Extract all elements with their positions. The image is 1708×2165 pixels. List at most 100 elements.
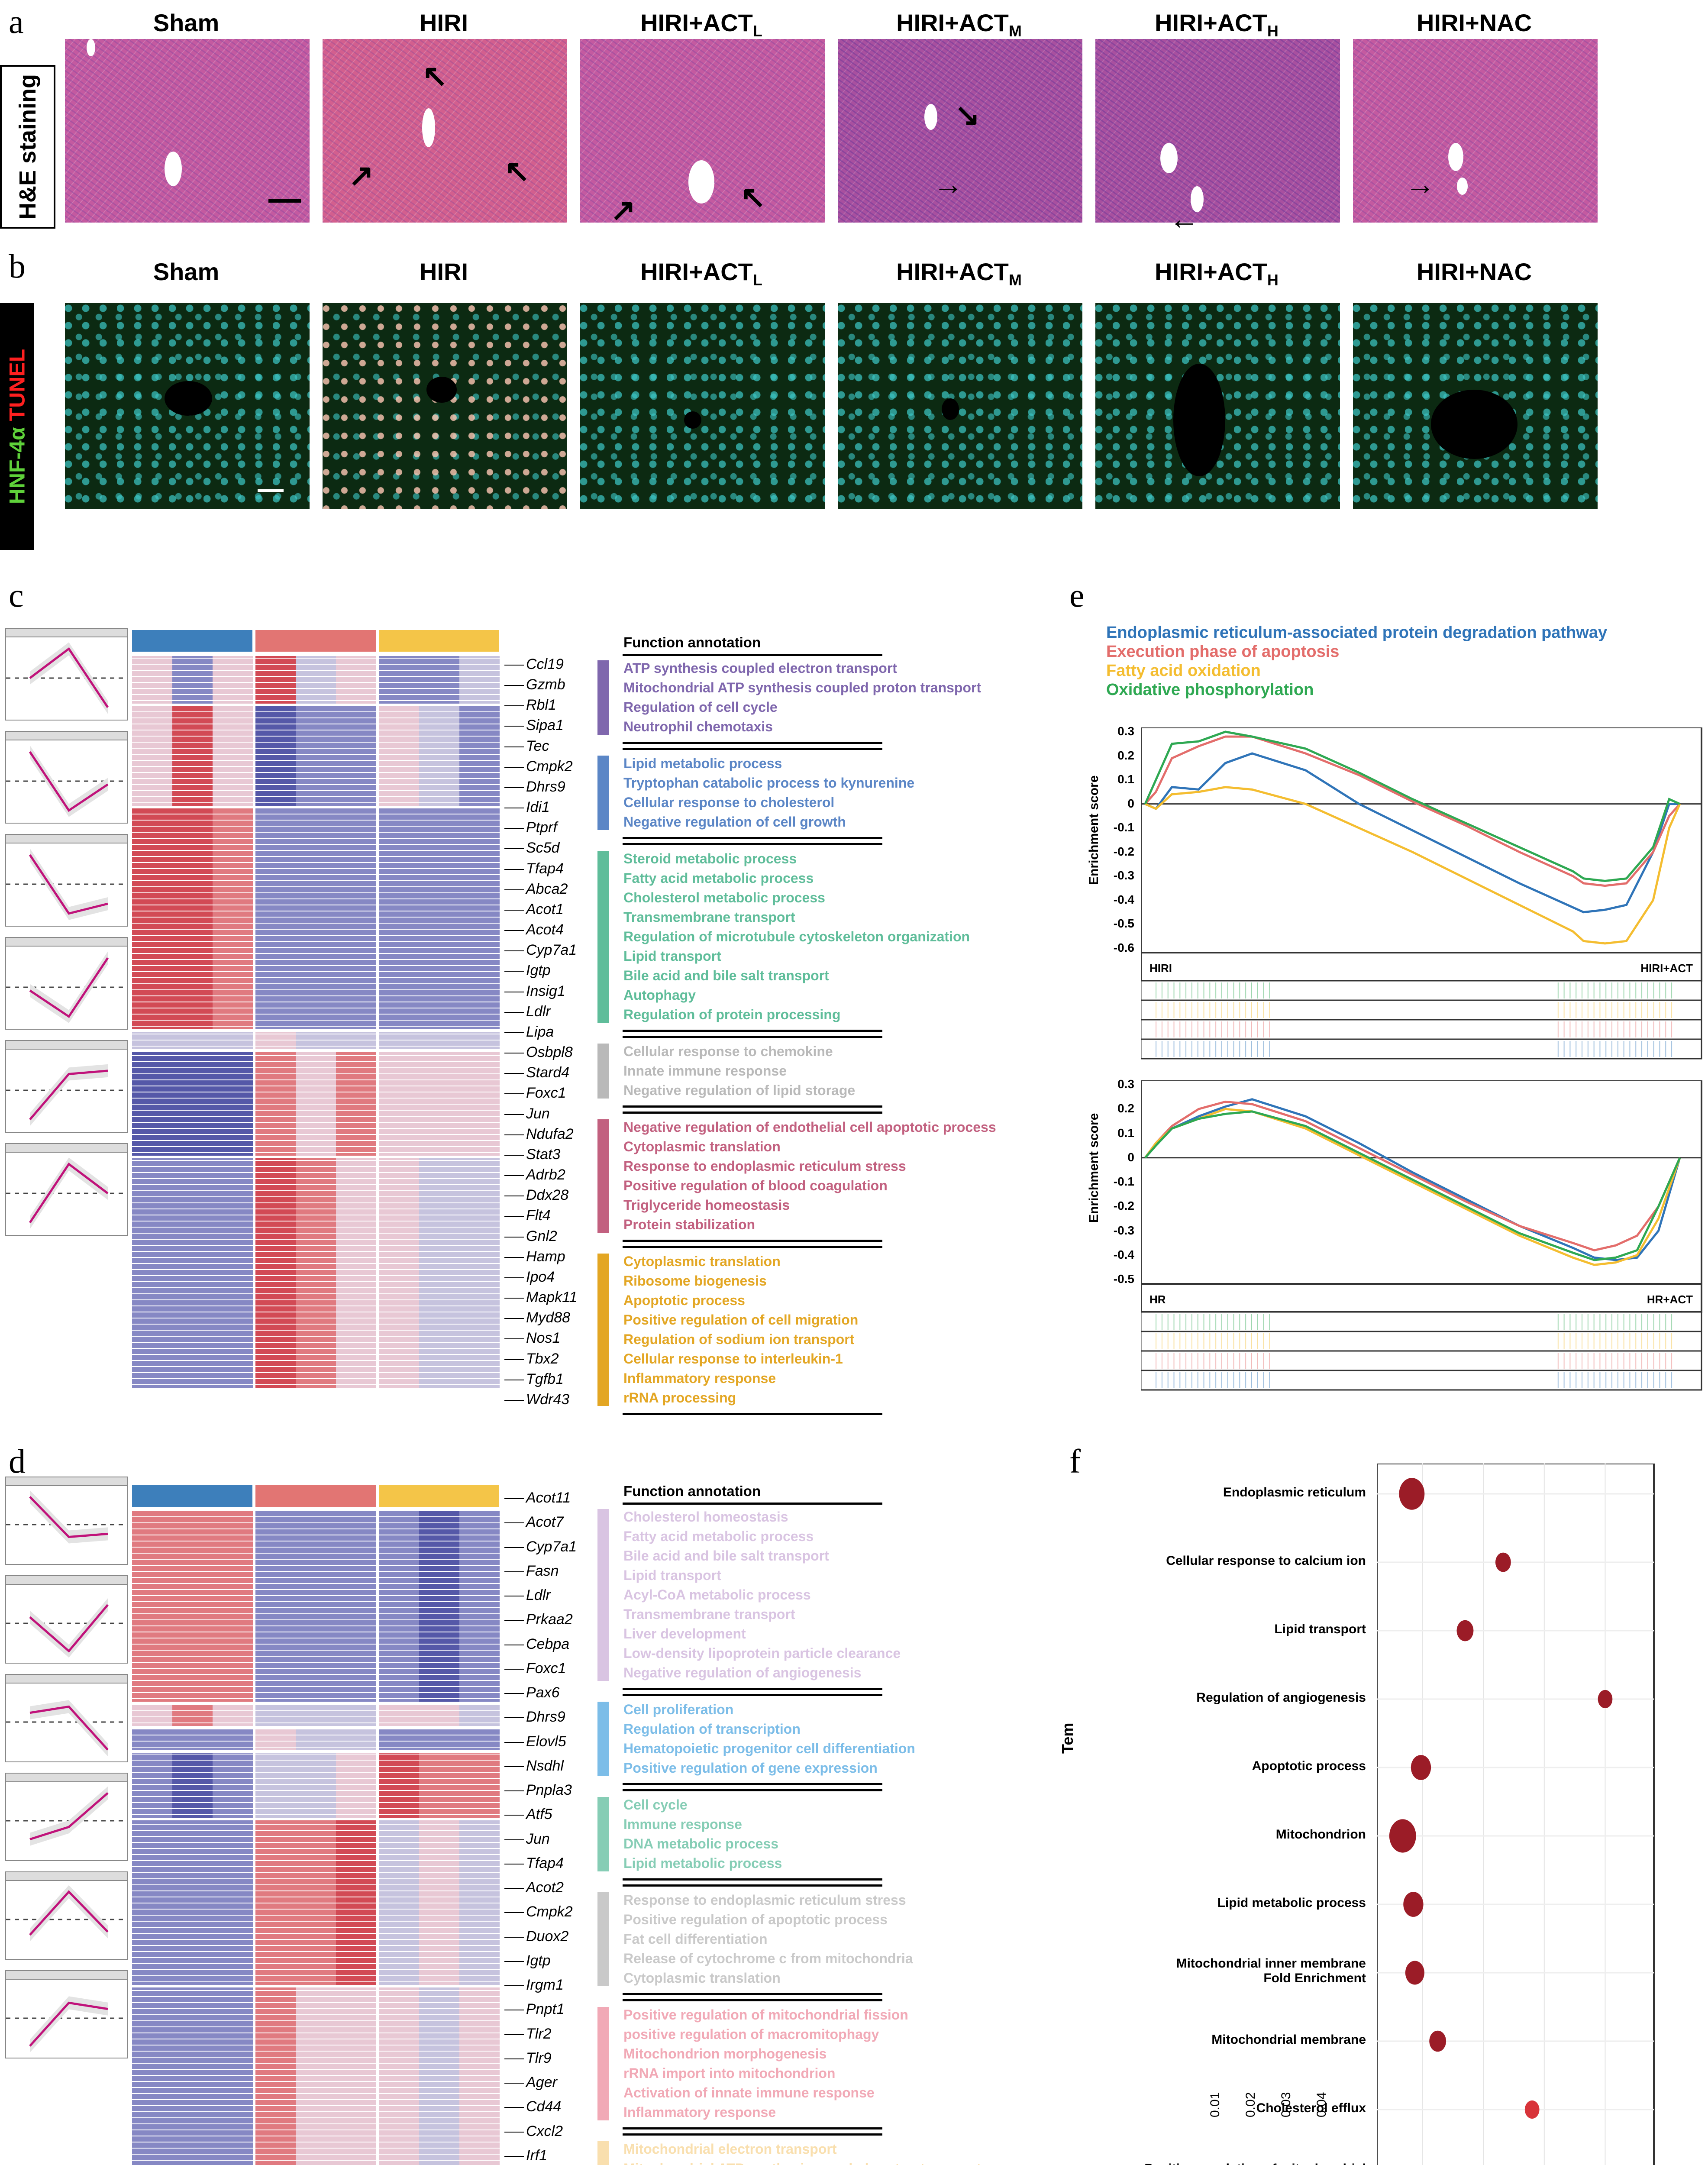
function-term: Release of cytochrome c from mitochondri…: [623, 1951, 913, 1966]
group-title: HIRI+NAC: [1353, 258, 1595, 289]
term-label: Apoptotic process: [1252, 1759, 1366, 1774]
heatmap-block: [172, 1753, 213, 1818]
gene-name: Sipa1: [526, 717, 564, 734]
function-term: Fatty acid metabolic process: [623, 870, 814, 886]
cluster-trend-plot: [5, 1143, 128, 1236]
group-name: HIRI+ACT: [896, 258, 1009, 285]
heatmap-block: [379, 1032, 419, 1049]
heatmap-block: [255, 1052, 296, 1156]
cluster-svg: [6, 1157, 127, 1229]
heatmap-block: [296, 1704, 336, 1726]
divider: [623, 1694, 882, 1696]
cluster-strip: [6, 1477, 127, 1486]
y-tick-label: 0.1: [1117, 1126, 1134, 1140]
function-term: Bile acid and bile salt transport: [623, 1548, 829, 1564]
heatmap-block: [255, 1032, 296, 1049]
function-term: Triglyceride homeostasis: [623, 1197, 790, 1213]
y-tick-label: 0.1: [1117, 772, 1134, 786]
function-term: Cytoplasmic translation: [623, 1970, 781, 1986]
rug-track: [1140, 1370, 1702, 1391]
cluster-trend-line: [29, 1162, 109, 1224]
gene-name: Atf5: [526, 1806, 552, 1823]
gene-name: Jun: [526, 1105, 550, 1122]
gene-label: Pnpt1: [526, 2001, 565, 2018]
heatmap-block: [296, 1052, 336, 1156]
function-annotation-heading: Function annotation: [623, 1483, 761, 1499]
term-label-line: Mitochondrial inner membrane: [1176, 1956, 1366, 1971]
heatmap-block: [132, 656, 172, 704]
y-tick-label: -0.5: [1113, 917, 1134, 931]
gene-name: Pnpt1: [526, 2001, 565, 2018]
group-color-bar: [379, 630, 499, 652]
heatmap-block: [336, 1032, 376, 1049]
cluster-trend-line: [29, 1792, 109, 1841]
gene-label: Flt4: [526, 1207, 551, 1224]
gene-label: Foxc1: [526, 1085, 566, 1102]
panel-letter-e: e: [1069, 576, 1085, 614]
group-name: HIRI+ACT: [640, 258, 753, 285]
term-label: Cholesterol efflux: [1256, 2101, 1366, 2116]
heatmap-block: [459, 1052, 500, 1156]
term-label: Endoplasmic reticulum: [1223, 1485, 1366, 1500]
vessel: [1160, 143, 1178, 173]
gene-name: Flt4: [526, 1207, 551, 1224]
vessel: [1173, 364, 1225, 476]
function-term: Cholesterol homeostasis: [623, 1509, 788, 1525]
term-label-line: Cholesterol efflux: [1256, 2101, 1366, 2115]
term-label-line: Mitochondrion: [1275, 1827, 1366, 1842]
gene-label: Atf5: [526, 1806, 552, 1823]
function-term: Lipid transport: [623, 948, 721, 964]
gene-connector: [504, 2058, 524, 2059]
group-title: HIRI+ACTH: [1095, 258, 1338, 289]
group-subscript: H: [1267, 271, 1279, 289]
heatmap-block: [213, 1729, 253, 1750]
cluster-strip: [6, 1144, 127, 1153]
term-bubble: [1403, 1892, 1424, 1917]
function-annotation-heading: Function annotation: [623, 634, 761, 650]
rug-track: [1140, 999, 1702, 1021]
term-label-line: Fold Enrichment: [1263, 1971, 1366, 1985]
gene-connector: [504, 1175, 524, 1176]
rug-track: [1140, 1311, 1702, 1332]
gene-name: Cyp7a1: [526, 942, 577, 959]
y-tick-label: -0.2: [1113, 844, 1134, 858]
vessel: [422, 108, 435, 147]
function-term: Positive regulation of mitochondrial fis…: [623, 2007, 908, 2023]
group-subscript: M: [1008, 271, 1022, 289]
gene-connector: [504, 1790, 524, 1791]
if-image: [838, 303, 1082, 509]
heatmap-block: [132, 1704, 172, 1726]
heatmap-block: [296, 1158, 336, 1388]
heatmap-block: [255, 656, 296, 704]
gene-label: Elovl5: [526, 1733, 566, 1750]
panel-letter-b: b: [9, 247, 26, 285]
gene-connector: [504, 1318, 524, 1319]
vessel: [1457, 178, 1468, 195]
divider: [623, 1878, 882, 1881]
heatmap-block: [336, 808, 376, 1029]
divider: [623, 654, 882, 656]
he-image: [65, 39, 310, 223]
gene-label: Gzmb: [526, 676, 565, 693]
y-tick-label: -0.4: [1113, 892, 1134, 906]
gene-label: Tbx2: [526, 1351, 559, 1367]
gene-label: Sipa1: [526, 717, 564, 734]
cluster-svg: [6, 1700, 127, 1757]
gene-label: Wdr43: [526, 1391, 569, 1408]
heatmap-block: [379, 656, 419, 704]
heatmap-block: [172, 1032, 213, 1049]
cluster-trend-plot: [5, 628, 128, 721]
gene-label: Duox2: [526, 1928, 568, 1945]
gene-label: Sc5d: [526, 840, 560, 856]
term-bubble: [1405, 1961, 1424, 1985]
gene-label: Irgm1: [526, 1977, 564, 1994]
gene-connector: [504, 1399, 524, 1401]
function-term: rRNA processing: [623, 1390, 736, 1406]
gene-connector: [504, 1717, 524, 1719]
heatmap-block: [172, 1158, 213, 1388]
heatmap-block: [296, 1511, 336, 1702]
group-title: HIRI+ACTM: [838, 258, 1080, 289]
group-name: HIRI+NAC: [1416, 258, 1532, 285]
function-term: Autophagy: [623, 987, 696, 1003]
heatmap-block: [172, 1511, 213, 1702]
